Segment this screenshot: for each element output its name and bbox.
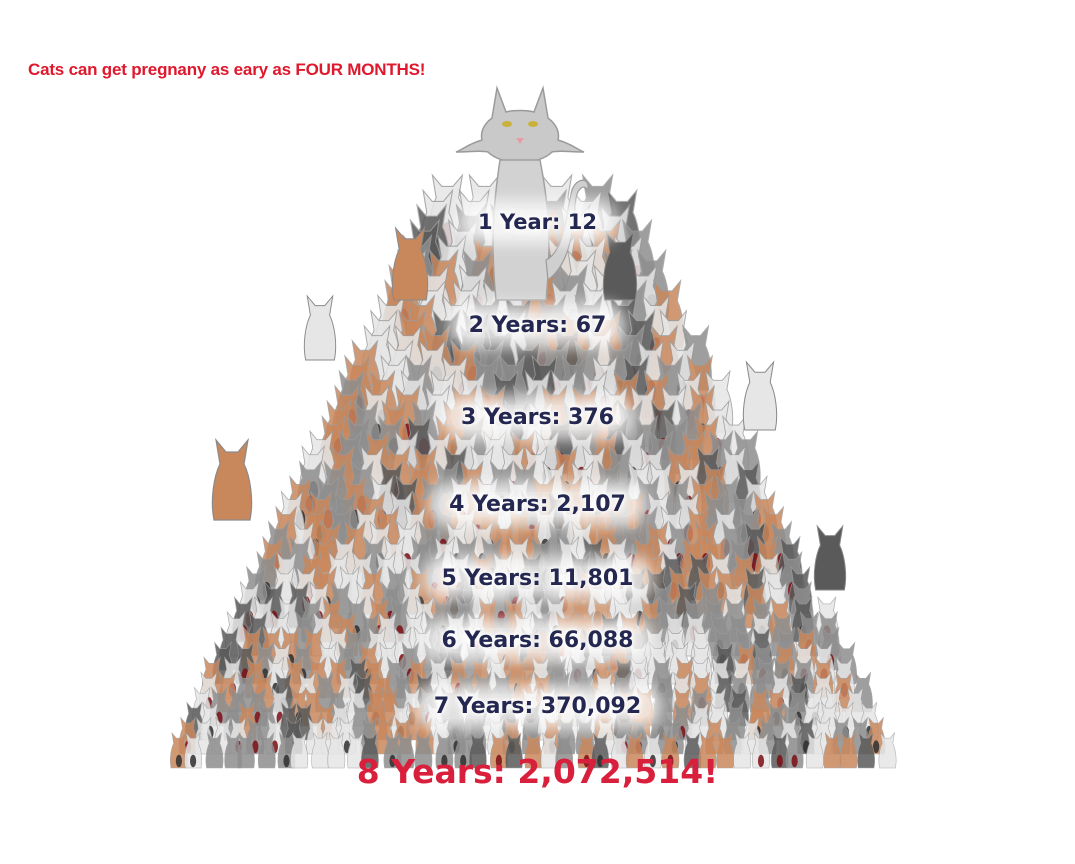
crowd-cat	[733, 731, 752, 769]
crowd-cat	[396, 731, 415, 769]
year-5-text: 5 Years: 11,801	[431, 566, 644, 591]
crowd-cat	[839, 731, 858, 769]
crowd-cat	[577, 731, 596, 769]
year-1-label: 1 Year: 12	[0, 210, 1075, 234]
crowd-cat	[490, 731, 508, 769]
crowd-cat	[237, 731, 255, 769]
crowd-cat	[661, 731, 680, 769]
year-3-label: 3 Years: 376	[0, 405, 1075, 430]
year-1-text: 1 Year: 12	[468, 210, 607, 234]
year-4-text: 4 Years: 2,107	[439, 492, 636, 517]
year-6-label: 6 Years: 66,088	[0, 628, 1075, 653]
year-2-text: 2 Years: 67	[458, 313, 617, 338]
crowd-cat	[785, 731, 804, 769]
crowd-cat	[327, 731, 346, 769]
crowd-cat	[454, 731, 473, 769]
crowd-cat	[591, 731, 610, 769]
year-5-label: 5 Years: 11,801	[0, 566, 1075, 591]
crowd-cat	[857, 731, 875, 769]
accent-cat	[391, 226, 429, 301]
year-4-label: 4 Years: 2,107	[0, 492, 1075, 517]
crowd-cat	[468, 731, 487, 769]
crowd-cat	[505, 731, 523, 769]
year-6-text: 6 Years: 66,088	[431, 628, 644, 653]
crowd-cat	[555, 731, 574, 769]
crowd-cat	[257, 731, 276, 769]
year-7-label: 7 Years: 370,092	[0, 694, 1075, 719]
crowd-cat	[290, 731, 309, 769]
crowd-cat	[625, 731, 644, 769]
year-8-final-label: 8 Years: 2,072,514!	[0, 752, 1075, 791]
crowd-cat	[752, 731, 770, 769]
year-3-text: 3 Years: 376	[451, 405, 624, 430]
accent-cat	[303, 294, 337, 361]
year-7-text: 7 Years: 370,092	[423, 694, 652, 719]
accent-cat	[211, 437, 253, 521]
crowd-cat	[361, 731, 379, 769]
crowd-cat	[205, 731, 224, 769]
crowd-cat	[414, 731, 433, 769]
crowd-cat	[643, 731, 662, 769]
accent-cat	[742, 360, 778, 431]
crowd-cat	[770, 731, 789, 769]
year-8-final-text: 8 Years: 2,072,514!	[356, 752, 719, 791]
crowd-cat	[184, 731, 202, 769]
headline-text: Cats can get pregnany as eary as FOUR MO…	[28, 60, 426, 79]
crowd-cat	[878, 731, 897, 769]
accent-cat	[602, 230, 638, 301]
year-2-label: 2 Years: 67	[0, 313, 1075, 338]
accent-cat	[813, 524, 847, 591]
crowd-cat	[698, 731, 717, 769]
crowd-cat	[435, 731, 454, 769]
